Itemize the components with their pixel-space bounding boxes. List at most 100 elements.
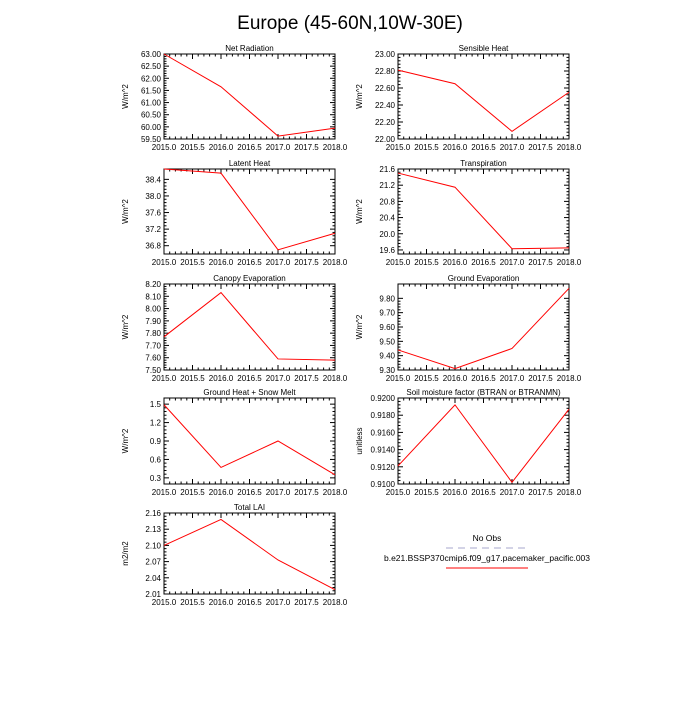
panel-title: Total LAI bbox=[234, 503, 265, 512]
y-tick-label: 2.16 bbox=[145, 509, 161, 518]
y-axis-label: W/m^2 bbox=[121, 199, 130, 224]
x-tick-label: 2017.0 bbox=[266, 598, 291, 607]
x-tick-label: 2016.0 bbox=[209, 258, 234, 267]
y-tick-label: 22.40 bbox=[375, 101, 396, 110]
x-tick-label: 2015.0 bbox=[152, 488, 177, 497]
x-tick-label: 2018.0 bbox=[323, 258, 348, 267]
y-axis-label: unitless bbox=[355, 427, 364, 454]
x-tick-label: 2016.0 bbox=[443, 258, 468, 267]
y-tick-label: 0.6 bbox=[150, 455, 162, 464]
x-tick-label: 2017.5 bbox=[294, 143, 319, 152]
x-tick-label: 2017.5 bbox=[528, 488, 553, 497]
y-tick-label: 0.9 bbox=[150, 437, 162, 446]
y-tick-label: 0.9120 bbox=[371, 463, 396, 472]
y-tick-label: 2.10 bbox=[145, 541, 161, 550]
x-tick-label: 2018.0 bbox=[323, 374, 348, 383]
y-axis-label: W/m^2 bbox=[121, 84, 130, 109]
panel-title: Transpiration bbox=[460, 159, 506, 168]
x-tick-label: 2017.0 bbox=[500, 488, 525, 497]
y-tick-label: 20.8 bbox=[379, 197, 395, 206]
y-tick-label: 0.9100 bbox=[371, 480, 396, 489]
x-tick-label: 2016.0 bbox=[209, 598, 234, 607]
x-tick-label: 2016.5 bbox=[471, 258, 496, 267]
plot-frame bbox=[398, 398, 569, 484]
x-tick-label: 2017.0 bbox=[500, 143, 525, 152]
series-line bbox=[164, 293, 335, 361]
y-tick-label: 62.00 bbox=[141, 74, 162, 83]
y-tick-label: 38.4 bbox=[145, 175, 161, 184]
panel-title: Latent Heat bbox=[229, 159, 271, 168]
series-line bbox=[398, 70, 569, 131]
x-tick-label: 2017.0 bbox=[500, 258, 525, 267]
x-tick-label: 2015.0 bbox=[152, 143, 177, 152]
y-tick-label: 37.6 bbox=[145, 209, 161, 218]
x-tick-label: 2017.5 bbox=[294, 374, 319, 383]
panel-title: Ground Heat + Snow Melt bbox=[203, 388, 296, 397]
x-tick-label: 2016.5 bbox=[237, 143, 262, 152]
x-tick-label: 2016.5 bbox=[237, 374, 262, 383]
y-tick-label: 1.5 bbox=[150, 400, 162, 409]
y-tick-label: 61.00 bbox=[141, 99, 162, 108]
series-line bbox=[398, 288, 569, 368]
y-tick-label: 9.60 bbox=[379, 323, 395, 332]
x-tick-label: 2015.0 bbox=[386, 143, 411, 152]
y-tick-label: 38.0 bbox=[145, 192, 161, 201]
y-tick-label: 9.70 bbox=[379, 309, 395, 318]
x-tick-label: 2018.0 bbox=[557, 488, 582, 497]
y-tick-label: 2.07 bbox=[145, 558, 161, 567]
y-tick-label: 9.40 bbox=[379, 352, 395, 361]
panel-8: Soil moisture factor (BTRAN or BTRANMN)2… bbox=[355, 388, 582, 497]
y-tick-label: 22.00 bbox=[375, 135, 396, 144]
x-tick-label: 2016.5 bbox=[237, 598, 262, 607]
y-axis-label: W/m^2 bbox=[355, 314, 364, 339]
series-line bbox=[164, 519, 335, 589]
x-tick-label: 2017.0 bbox=[500, 374, 525, 383]
plot-frame bbox=[398, 54, 569, 139]
y-tick-label: 1.2 bbox=[150, 419, 162, 428]
x-tick-label: 2016.5 bbox=[471, 374, 496, 383]
plot-frame bbox=[398, 169, 569, 254]
y-tick-label: 22.20 bbox=[375, 118, 396, 127]
y-tick-label: 20.4 bbox=[379, 214, 395, 223]
panel-title: Ground Evaporation bbox=[448, 274, 520, 283]
y-axis-label: W/m^2 bbox=[355, 199, 364, 224]
y-tick-label: 9.50 bbox=[379, 337, 395, 346]
y-tick-label: 23.00 bbox=[375, 50, 396, 59]
y-tick-label: 22.60 bbox=[375, 84, 396, 93]
y-tick-label: 22.80 bbox=[375, 67, 396, 76]
y-tick-label: 0.9140 bbox=[371, 446, 396, 455]
y-tick-label: 7.80 bbox=[145, 329, 161, 338]
legend: No Obsb.e21.BSSP370cmip6.f09_g17.pacemak… bbox=[384, 533, 590, 568]
plot-frame bbox=[164, 284, 335, 370]
x-tick-label: 2016.0 bbox=[443, 488, 468, 497]
y-tick-label: 8.10 bbox=[145, 292, 161, 301]
plot-frame bbox=[398, 284, 569, 370]
series-line bbox=[164, 54, 335, 136]
y-tick-label: 21.2 bbox=[379, 181, 395, 190]
x-tick-label: 2015.0 bbox=[386, 374, 411, 383]
x-tick-label: 2016.0 bbox=[443, 143, 468, 152]
x-tick-label: 2015.5 bbox=[414, 488, 439, 497]
x-tick-label: 2015.0 bbox=[152, 598, 177, 607]
main-title: Europe (45-60N,10W-30E) bbox=[237, 13, 463, 34]
y-tick-label: 0.9180 bbox=[371, 411, 396, 420]
series-line bbox=[164, 405, 335, 475]
x-tick-label: 2018.0 bbox=[323, 488, 348, 497]
x-tick-label: 2017.0 bbox=[266, 143, 291, 152]
x-tick-label: 2015.5 bbox=[180, 374, 205, 383]
y-tick-label: 0.3 bbox=[150, 474, 162, 483]
x-tick-label: 2016.0 bbox=[209, 488, 234, 497]
x-tick-label: 2016.0 bbox=[443, 374, 468, 383]
y-axis-label: W/m^2 bbox=[355, 84, 364, 109]
y-tick-label: 63.00 bbox=[141, 50, 162, 59]
x-tick-label: 2016.0 bbox=[209, 374, 234, 383]
y-tick-label: 8.00 bbox=[145, 305, 161, 314]
x-tick-label: 2016.5 bbox=[471, 488, 496, 497]
x-tick-label: 2015.5 bbox=[180, 143, 205, 152]
